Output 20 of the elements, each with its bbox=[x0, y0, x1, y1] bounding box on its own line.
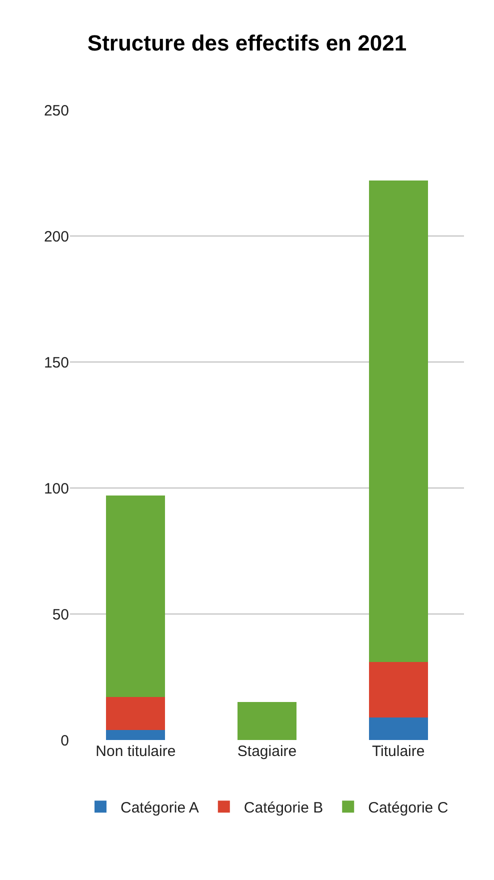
x-tick-label: Non titulaire bbox=[96, 743, 176, 760]
bar bbox=[368, 662, 428, 718]
bar bbox=[106, 730, 166, 740]
x-tick-label: Stagiaire bbox=[237, 743, 297, 760]
x-tick-label: Titulaire bbox=[372, 743, 425, 760]
y-tick-label: 0 bbox=[60, 732, 69, 750]
bar bbox=[237, 702, 297, 740]
y-tick-label: 200 bbox=[44, 228, 69, 246]
bar bbox=[106, 496, 166, 698]
bar bbox=[368, 180, 428, 662]
y-tick-label: 150 bbox=[44, 354, 69, 372]
y-tick-label: 100 bbox=[44, 480, 69, 498]
y-tick-label: 250 bbox=[44, 102, 69, 120]
chart-title: Structure des effectifs en 2021 bbox=[87, 30, 407, 56]
legend-label: Catégorie C bbox=[368, 800, 448, 816]
bar bbox=[368, 717, 428, 740]
y-tick-label: 50 bbox=[52, 606, 69, 624]
legend-label: Catégorie B bbox=[244, 800, 324, 816]
legend-label: Catégorie A bbox=[120, 800, 199, 816]
bar bbox=[106, 697, 166, 730]
